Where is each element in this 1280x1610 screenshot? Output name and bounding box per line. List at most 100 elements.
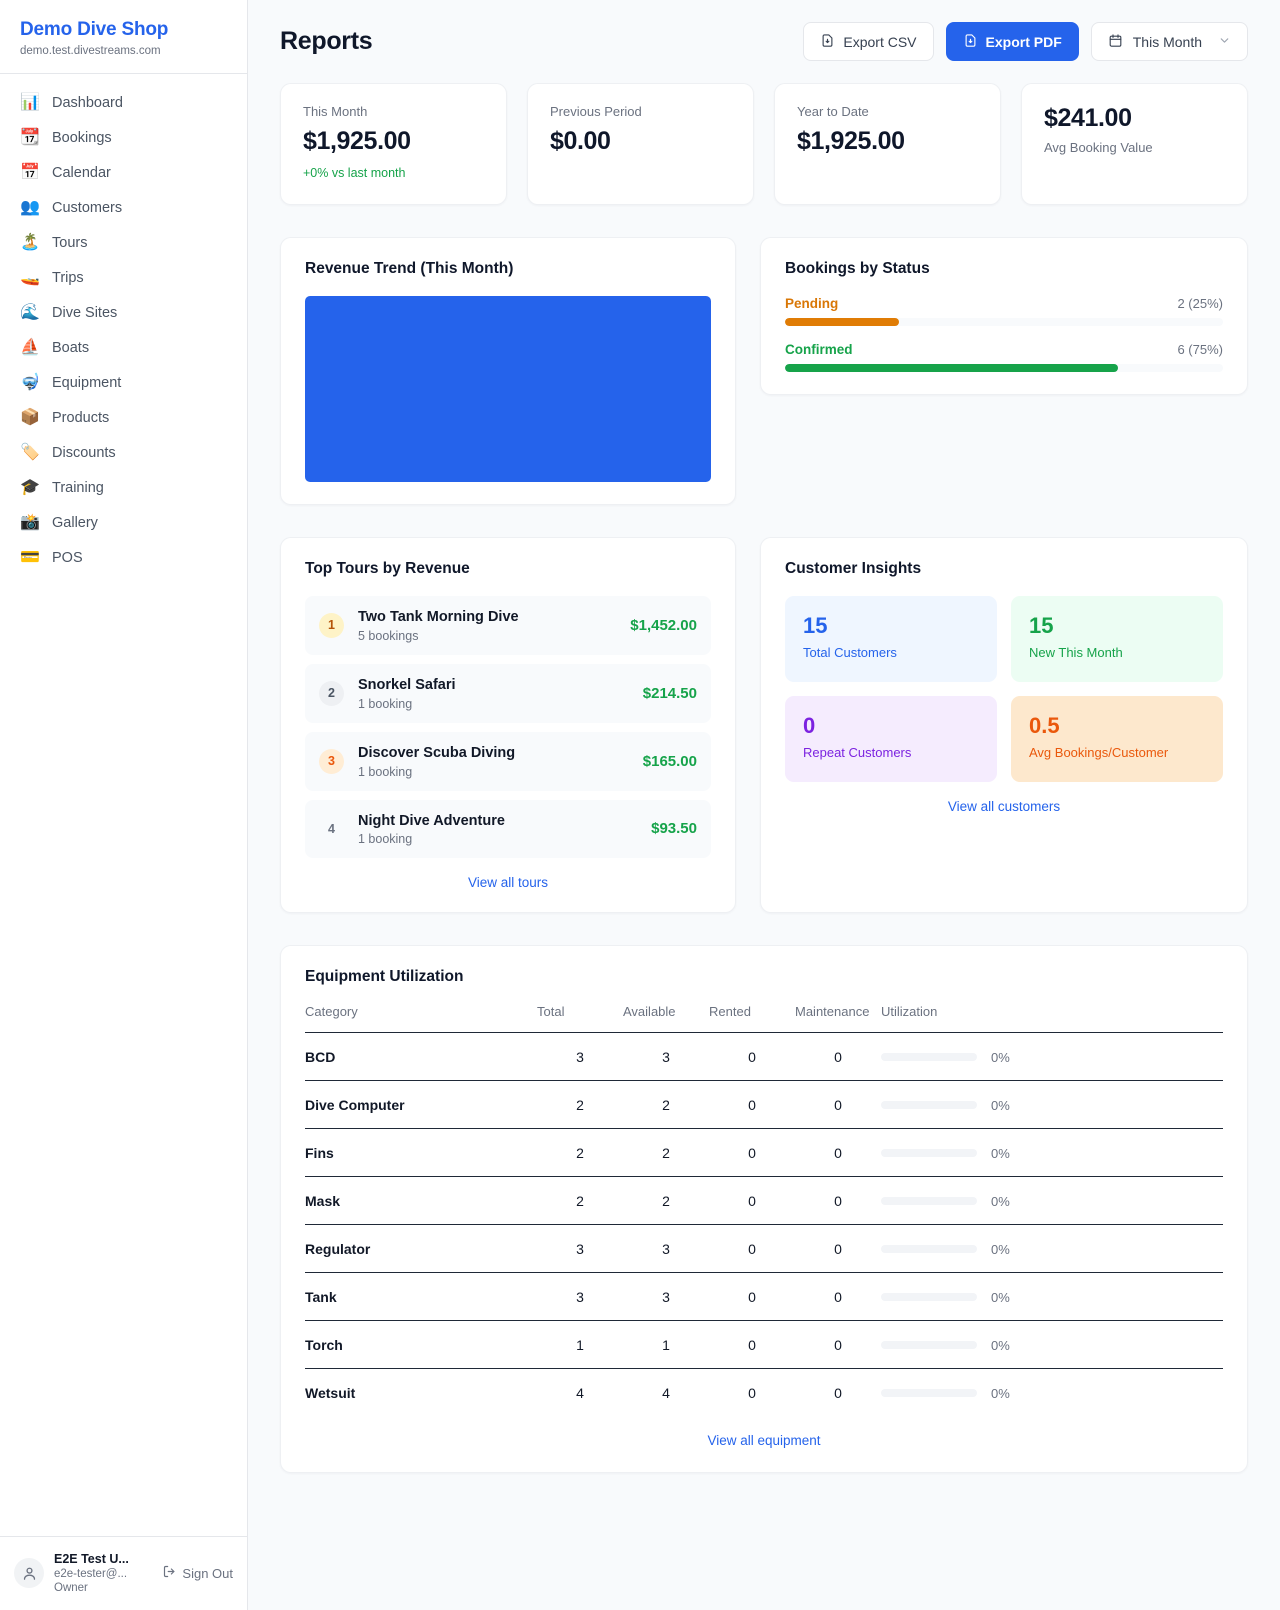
top-tour-row[interactable]: 2 Snorkel Safari 1 booking $214.50 <box>305 663 711 723</box>
sidebar-item-calendar[interactable]: 📅 Calendar <box>8 156 239 190</box>
view-all-customers-link[interactable]: View all customers <box>947 799 1061 814</box>
tour-name: Discover Scuba Diving <box>358 744 516 761</box>
utilization-wrap: 0% <box>881 1146 1223 1161</box>
calendar-pen-icon: 📅 <box>20 163 40 181</box>
utilization-track <box>881 1197 977 1206</box>
equipment-available: 3 <box>623 1032 709 1082</box>
sidebar-item-gallery[interactable]: 📸 Gallery <box>8 506 239 540</box>
utilization-percent: 0% <box>991 1289 1010 1305</box>
equipment-utilization-cell: 0% <box>881 1369 1223 1417</box>
top-tour-row[interactable]: 3 Discover Scuba Diving 1 booking $165.00 <box>305 731 711 791</box>
sidebar-spacer <box>0 584 247 1536</box>
top-tour-row[interactable]: 1 Two Tank Morning Dive 5 bookings $1,452.0… <box>305 596 711 655</box>
kpi-label: Year to Date <box>797 104 869 119</box>
equipment-rented: 0 <box>709 1272 795 1322</box>
sidebar-item-label: Gallery <box>52 514 98 531</box>
equipment-total: 4 <box>576 1385 584 1402</box>
equipment-rented: 0 <box>748 1385 756 1402</box>
equipment-maintenance: 0 <box>795 1080 881 1130</box>
bookings-by-status-title: Bookings by Status <box>785 260 930 277</box>
sidebar-item-customers[interactable]: 👥 Customers <box>8 191 239 225</box>
calendar-icon <box>1108 33 1123 51</box>
equipment-table: Category Total Available Rented Maintenance U… <box>305 1004 1223 1416</box>
equipment-utilization-cell: 0% <box>881 1128 1223 1178</box>
brand-block[interactable]: Demo Dive Shop demo.test.divestreams.com <box>0 0 247 74</box>
column-header: Utilization <box>881 1004 1223 1034</box>
sidebar-item-boats[interactable]: ⛵ Boats <box>8 331 239 365</box>
insight-label: Total Customers <box>803 645 897 661</box>
status-progress-track <box>785 318 1223 326</box>
tour-revenue: $93.50 <box>651 820 697 838</box>
equipment-maintenance: 0 <box>795 1032 881 1082</box>
sidebar-item-dive-sites[interactable]: 🌊 Dive Sites <box>8 296 239 330</box>
tour-bookings-count: 1 booking <box>358 696 413 711</box>
sign-out-button[interactable]: Sign Out <box>160 1564 233 1582</box>
sidebar-item-label: Tours <box>52 234 88 251</box>
sidebar-item-equipment[interactable]: 🤿 Equipment <box>8 366 239 400</box>
utilization-percent: 0% <box>991 1241 1010 1257</box>
view-all-tours-link[interactable]: View all tours <box>467 875 549 891</box>
sidebar-item-products[interactable]: 📦 Products <box>8 401 239 435</box>
view-all-equipment-link[interactable]: View all equipment <box>707 1433 821 1449</box>
brand-name: Demo Dive Shop <box>20 19 169 40</box>
sidebar-item-dashboard[interactable]: 📊 Dashboard <box>8 86 239 120</box>
kpi-label: This Month <box>303 104 368 119</box>
export-pdf-label: Export PDF <box>985 33 1062 50</box>
insight-value: 15 <box>803 613 828 638</box>
tour-rank-badge: 1 <box>319 612 344 638</box>
calendar-icon: 📆 <box>20 128 40 146</box>
charts-row: Revenue Trend (This Month) Bookings by S… <box>280 237 1248 505</box>
insight-label: New This Month <box>1029 645 1123 661</box>
sidebar-item-pos[interactable]: 💳 POS <box>8 541 239 575</box>
column-header: Available <box>623 1004 709 1034</box>
equipment-maintenance: 0 <box>795 1320 881 1370</box>
equipment-rented: 0 <box>709 1128 795 1178</box>
insight-value: 0 <box>803 713 816 738</box>
sidebar-item-bookings[interactable]: 📆 Bookings <box>8 121 239 155</box>
utilization-percent: 0% <box>991 1097 1010 1113</box>
equipment-maintenance: 0 <box>795 1272 881 1322</box>
status-count: 2 (25%) <box>1177 296 1223 311</box>
utilization-percent: 0% <box>991 1145 1010 1161</box>
equipment-available: 4 <box>662 1385 670 1402</box>
equipment-total: 1 <box>537 1320 623 1370</box>
customer-insights-title: Customer Insights <box>785 560 922 577</box>
tour-info: Snorkel Safari 1 booking <box>358 676 629 711</box>
table-row: BCD 3 3 0 0 0% <box>305 1032 1223 1082</box>
top-tour-row[interactable]: 4 Night Dive Adventure 1 booking $93.50 <box>305 799 711 859</box>
sidebar-item-discounts[interactable]: 🏷️ Discounts <box>8 436 239 470</box>
file-download-icon <box>820 33 835 51</box>
user-email: e2e-tester@... <box>54 1567 128 1580</box>
export-pdf-button[interactable]: Export PDF <box>945 22 1079 61</box>
status-row: Confirmed 6 (75%) <box>785 342 1223 372</box>
utilization-percent: 0% <box>991 1385 1010 1401</box>
equipment-utilization-cell: 0% <box>881 1320 1223 1370</box>
equipment-available: 2 <box>623 1176 709 1226</box>
equipment-rented: 0 <box>709 1176 795 1226</box>
table-row: Regulator 3 3 0 0 0% <box>305 1224 1223 1274</box>
equipment-rented: 0 <box>709 1080 795 1130</box>
column-header: Maintenance <box>795 1004 881 1034</box>
logout-icon <box>162 1564 177 1582</box>
kpi-value: $1,925.00 <box>303 127 411 155</box>
customer-insight-tile: 0.5 Avg Bookings/Customer <box>1011 696 1223 782</box>
equipment-table-head: Category Total Available Rented Maintenance U… <box>305 1004 1223 1034</box>
sidebar-item-trips[interactable]: 🚤 Trips <box>8 261 239 295</box>
export-csv-button[interactable]: Export CSV <box>803 22 934 61</box>
utilization-wrap: 0% <box>881 1242 1223 1257</box>
speedboat-icon: 🚤 <box>20 268 40 286</box>
user-name: E2E Test U... <box>54 1551 129 1566</box>
insights-row: Top Tours by Revenue 1 Two Tank Morning D… <box>280 537 1248 914</box>
sidebar-item-tours[interactable]: 🏝️ Tours <box>8 226 239 260</box>
status-name: Confirmed <box>785 342 853 357</box>
equipment-rented: 0 <box>709 1032 795 1082</box>
insight-label: Repeat Customers <box>803 745 912 761</box>
utilization-wrap: 0% <box>881 1194 1223 1209</box>
tour-name: Snorkel Safari <box>358 676 456 693</box>
bar-chart-icon: 📊 <box>20 93 40 111</box>
tour-bookings-count: 1 booking <box>358 764 413 779</box>
sidebar-item-training[interactable]: 🎓 Training <box>8 471 239 505</box>
equipment-total: 3 <box>537 1272 623 1322</box>
period-select[interactable]: This Month <box>1090 22 1248 61</box>
